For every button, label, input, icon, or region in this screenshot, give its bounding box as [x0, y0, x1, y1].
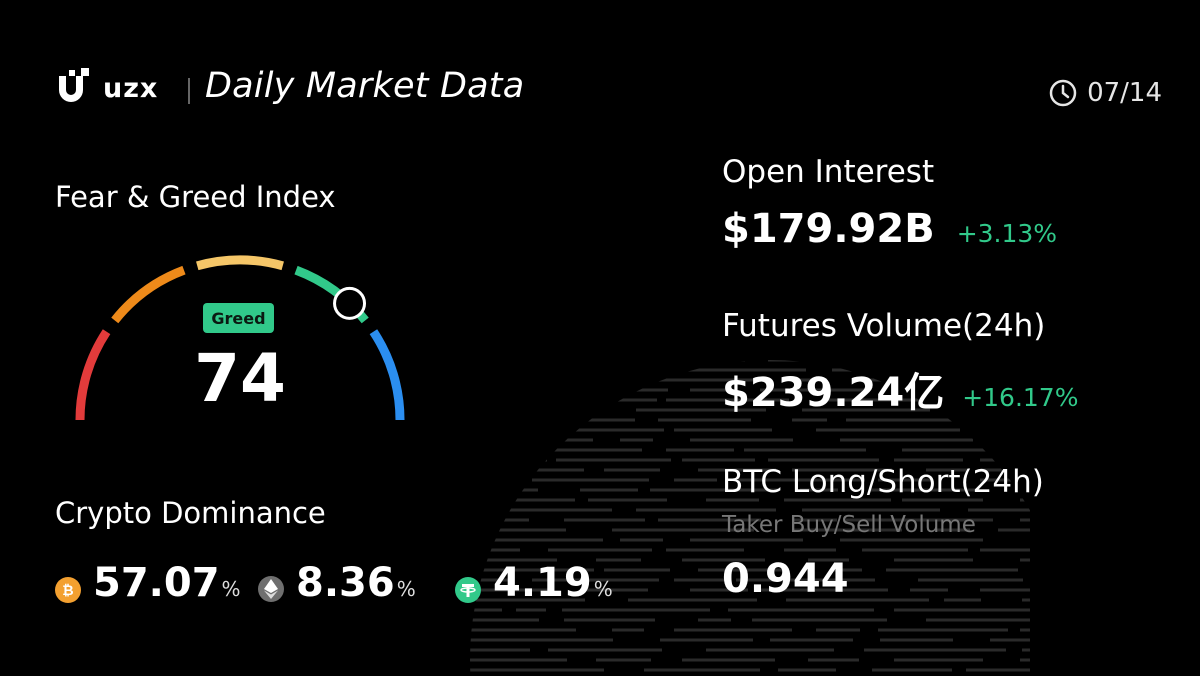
dominance-item-eth: 8.36 % — [258, 560, 416, 606]
futures-volume-value: $239.24亿 — [722, 370, 945, 416]
fear-greed-value: 74 — [194, 340, 286, 417]
gauge-segment — [111, 265, 186, 324]
sentiment-badge: Greed — [203, 303, 274, 333]
header-divider — [188, 78, 190, 104]
gauge-segment — [196, 255, 284, 271]
tether-icon — [455, 577, 481, 603]
fear-greed-gauge — [75, 255, 405, 421]
clock-icon — [1049, 79, 1077, 107]
date-display: 07/14 — [1049, 78, 1162, 108]
fear-greed-title: Fear & Greed Index — [55, 180, 336, 214]
gauge-segment — [75, 329, 111, 421]
gauge-segment — [369, 329, 405, 421]
brand-name: uzx — [103, 72, 159, 104]
dominance-item-usdt: 4.19 % — [455, 560, 613, 606]
usdt-dominance-unit: % — [593, 577, 613, 601]
futures-volume-change: +16.17% — [962, 383, 1079, 412]
btc-dominance-value: 57.07 — [93, 560, 220, 606]
open-interest-title: Open Interest — [722, 154, 935, 190]
uzx-logo-icon — [59, 68, 89, 102]
dominance-title: Crypto Dominance — [55, 496, 326, 530]
date-text: 07/14 — [1087, 78, 1162, 108]
dominance-item-btc: ₿ 57.07 % — [55, 560, 241, 606]
btc-long-short-value: 0.944 — [722, 556, 849, 602]
eth-dominance-unit: % — [396, 577, 416, 601]
eth-dominance-value: 8.36 — [296, 560, 395, 606]
futures-volume-title: Futures Volume(24h) — [722, 308, 1046, 344]
gauge-indicator — [333, 286, 367, 320]
page-title: Daily Market Data — [205, 66, 525, 106]
futures-volume-row: $239.24亿 +16.17% — [722, 360, 1078, 418]
bitcoin-icon: ₿ — [55, 577, 81, 603]
globe-background — [470, 360, 1030, 672]
btc-dominance-unit: % — [221, 577, 241, 601]
ethereum-icon — [258, 576, 284, 602]
open-interest-change: +3.13% — [956, 219, 1058, 248]
usdt-dominance-value: 4.19 — [493, 560, 592, 606]
brand-logo: uzx — [55, 68, 158, 108]
btc-long-short-title: BTC Long/Short(24h) — [722, 464, 1044, 500]
open-interest-row: $179.92B +3.13% — [722, 206, 1057, 252]
btc-long-short-subtitle: Taker Buy/Sell Volume — [722, 512, 976, 538]
open-interest-value: $179.92B — [722, 206, 935, 252]
svg-text:₿: ₿ — [62, 583, 73, 599]
